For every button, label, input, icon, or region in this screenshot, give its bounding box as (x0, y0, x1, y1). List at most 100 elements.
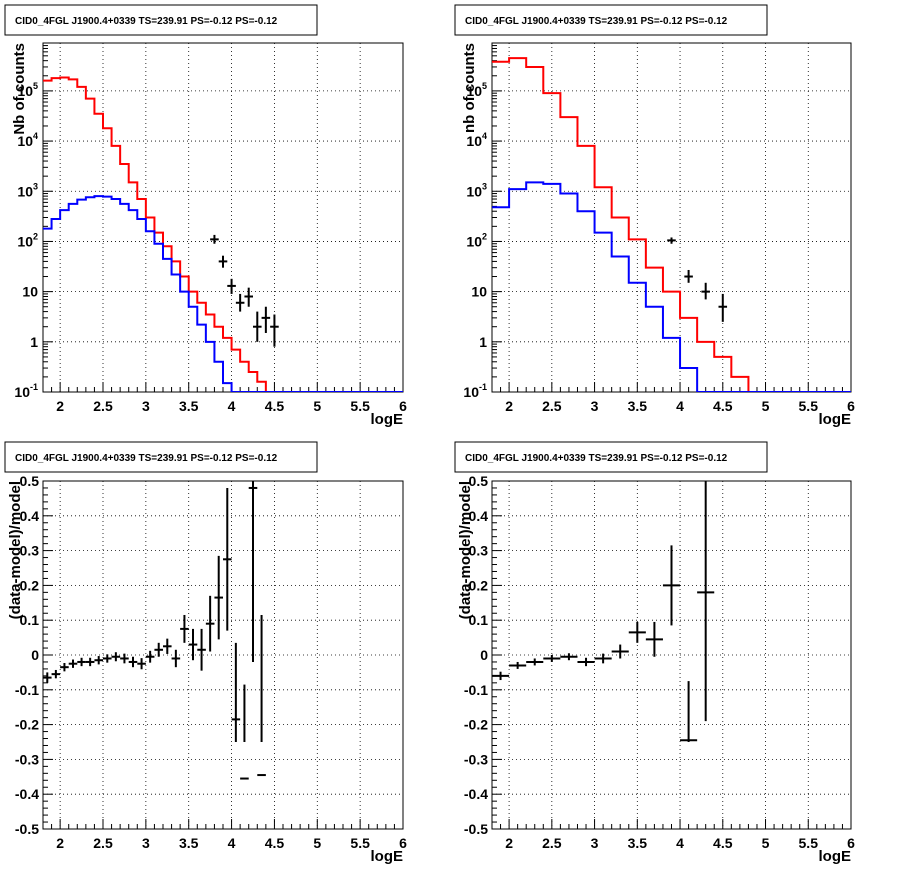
x-tick-label: 3.5 (628, 835, 648, 851)
y-tick-label: 104 (466, 131, 487, 149)
data-point (684, 269, 693, 283)
data-point (257, 614, 266, 777)
data-point (680, 681, 698, 742)
x-tick-label: 4 (676, 398, 684, 414)
x-tick-label: 5 (313, 835, 321, 851)
series-model-source-line (492, 181, 851, 392)
x-tick-label: 3 (142, 835, 150, 851)
data-point (261, 306, 271, 333)
x-tick-label: 3 (591, 835, 599, 851)
data-point (560, 653, 578, 661)
x-tick-label: 2.5 (93, 835, 113, 851)
chart-title: CID0_4FGL J1900.4+0339 TS=239.91 PS=-0.1… (15, 453, 278, 464)
x-tick-label: 3 (142, 398, 150, 414)
title-box (454, 4, 768, 36)
series-model-total-line (492, 57, 851, 392)
y-tick-label: 103 (466, 181, 487, 199)
x-tick-label: 2 (56, 398, 64, 414)
data-point (577, 657, 595, 667)
data-point (77, 657, 86, 667)
data-point (137, 658, 146, 670)
data-point (701, 282, 710, 300)
data-layer (43, 481, 266, 780)
x-tick-label: 2.5 (542, 835, 562, 851)
y-axis-label: (data-model)/model (7, 481, 24, 619)
data-point (628, 621, 646, 643)
series-model-source-line (43, 195, 403, 392)
data-point (270, 314, 279, 347)
y-axis-label: (data-model)/model (457, 481, 474, 619)
title-box (454, 441, 768, 473)
x-tick-label: 3.5 (179, 835, 199, 851)
y-tick-label: 104 (17, 131, 38, 149)
x-tick-label: 6 (847, 835, 855, 851)
x-tick-label: 6 (399, 398, 407, 414)
data-point (205, 595, 215, 652)
data-point (645, 621, 663, 657)
x-tick-label: 2 (505, 398, 513, 414)
y-axis: -0.5 -0.4 -0.3 -0.2 -0.1 0 0.1 0.2 0.3 0.4 0.5 (464, 473, 502, 837)
data-point (492, 671, 510, 681)
data-point (526, 658, 544, 666)
x-tick-label: 4.5 (713, 835, 733, 851)
x-axis-label: logE (819, 411, 852, 428)
y-axis: -0.5 -0.4 -0.3 -0.2 -0.1 0 0.1 0.2 0.3 0.4 0.5 (15, 473, 53, 837)
y-tick-label: -0.4 (15, 786, 39, 802)
data-point (154, 642, 163, 657)
x-tick-label: 2.5 (542, 398, 562, 414)
x-axis: 2 2.5 3 3.5 4 4.5 5 5.5 6 (491, 382, 855, 414)
data-point (223, 487, 232, 631)
x-axis: 2 2.5 3 3.5 4 4.5 5 5.5 6 (42, 819, 407, 851)
x-tick-label: 4 (228, 398, 236, 414)
y-tick-label: -0.4 (464, 786, 488, 802)
x-tick-label: 4.5 (265, 835, 285, 851)
data-point (240, 684, 249, 780)
chart-title: CID0_4FGL J1900.4+0339 TS=239.91 PS=-0.1… (465, 16, 728, 27)
data-point (253, 311, 262, 342)
data-point (509, 661, 527, 669)
data-point (667, 237, 676, 244)
y-tick-label: 105 (466, 81, 487, 99)
x-tick-label: 5.5 (350, 835, 370, 851)
grid (43, 481, 403, 829)
y-tick-label: 0.5 (469, 473, 489, 489)
y-tick-label: 10-1 (463, 382, 487, 400)
data-point (248, 481, 258, 662)
data-point (85, 657, 95, 667)
data-point (594, 653, 612, 664)
data-point (111, 652, 121, 662)
x-tick-label: 5 (313, 398, 321, 414)
data-point (697, 481, 715, 722)
x-tick-label: 4.5 (265, 398, 285, 414)
grid (492, 481, 851, 829)
x-tick-label: 4 (676, 835, 684, 851)
x-tick-label: 6 (847, 398, 855, 414)
y-tick-label: 0.3 (469, 543, 489, 559)
data-point (171, 649, 181, 668)
panel-counts-left: CID0_4FGL J1900.4+0339 TS=239.91 PS=-0.1… (4, 4, 407, 428)
y-tick-label: 1 (479, 334, 487, 350)
data-point (244, 287, 253, 307)
y-tick-label: -0.5 (15, 821, 39, 837)
data-point (128, 656, 138, 668)
x-tick-label: 3.5 (179, 398, 199, 414)
data-point (218, 255, 228, 268)
y-tick-label: 105 (17, 81, 38, 99)
x-axis-label: logE (371, 411, 404, 428)
y-tick-label: -0.5 (464, 821, 488, 837)
y-tick-label: 0.1 (20, 612, 40, 628)
y-tick-label: 0.5 (20, 473, 40, 489)
data-point (43, 672, 52, 683)
y-tick-label: 0.1 (469, 612, 489, 628)
y-tick-label: 0 (31, 647, 39, 663)
y-tick-label: -0.1 (15, 682, 39, 698)
data-point (227, 278, 236, 294)
y-tick-label: 0.2 (469, 577, 489, 593)
data-layer (492, 481, 715, 742)
y-tick-label: -0.2 (464, 717, 488, 733)
data-point (120, 653, 129, 664)
data-point (235, 293, 245, 312)
plot-frame (42, 42, 404, 393)
y-axis: 10-1 1 10 102 103 104 105 (14, 42, 53, 400)
